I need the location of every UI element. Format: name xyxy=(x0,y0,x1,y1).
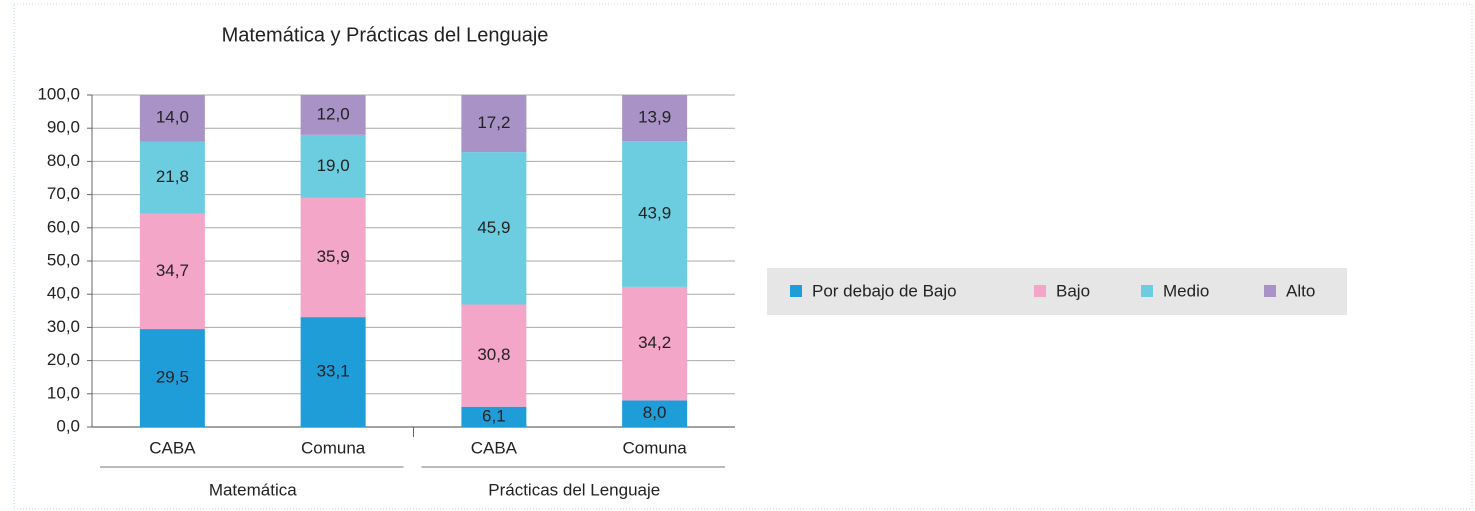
frame xyxy=(13,3,1473,510)
bar-segment xyxy=(139,95,205,142)
data-label: 19,0 xyxy=(317,156,350,175)
y-tick-label: 10,0 xyxy=(47,383,80,402)
data-label: 33,1 xyxy=(317,362,350,381)
y-tick-label: 80,0 xyxy=(47,151,80,170)
legend-label: Medio xyxy=(1163,281,1209,300)
y-tick-label: 40,0 xyxy=(47,284,80,303)
bar-segment xyxy=(461,406,527,427)
bar-segment xyxy=(139,329,205,427)
bar-segment xyxy=(461,304,527,407)
y-tick-label: 30,0 xyxy=(47,317,80,336)
x-tick-label: Comuna xyxy=(301,438,366,457)
legend-label: Bajo xyxy=(1056,281,1090,300)
data-label: 8,0 xyxy=(643,403,667,422)
x-tick-label: CABA xyxy=(149,438,196,457)
data-label: 12,0 xyxy=(317,104,350,123)
y-tick-label: 0,0 xyxy=(56,416,80,435)
bar-segment xyxy=(622,286,688,401)
y-tick-label: 60,0 xyxy=(47,217,80,236)
y-tick-label: 20,0 xyxy=(47,350,80,369)
data-label: 43,9 xyxy=(638,204,671,223)
data-label: 13,9 xyxy=(638,108,671,127)
data-label: 35,9 xyxy=(317,247,350,266)
data-label: 30,8 xyxy=(477,345,510,364)
data-label: 14,0 xyxy=(156,108,189,127)
data-label: 21,8 xyxy=(156,167,189,186)
data-label: 17,2 xyxy=(477,113,510,132)
bar-segment xyxy=(300,134,366,198)
data-label: 6,1 xyxy=(482,406,506,425)
group-label: Prácticas del Lenguaje xyxy=(488,480,660,499)
bar-segment xyxy=(300,95,366,135)
legend-swatch xyxy=(1141,285,1153,297)
legend-swatch xyxy=(1264,285,1276,297)
group-label: Matemática xyxy=(209,480,297,499)
legend-box xyxy=(767,268,1347,315)
y-tick-label: 100,0 xyxy=(37,84,80,103)
bar-segment xyxy=(300,197,366,318)
y-tick-label: 90,0 xyxy=(47,118,80,137)
data-label: 34,7 xyxy=(156,261,189,280)
bar-segment xyxy=(622,141,688,287)
y-tick-label: 70,0 xyxy=(47,184,80,203)
x-tick-label: CABA xyxy=(471,438,518,457)
bar-segment xyxy=(622,400,688,427)
bar-segment xyxy=(139,141,205,214)
data-label: 29,5 xyxy=(156,368,189,387)
bar-segment xyxy=(139,213,205,330)
bar-segment xyxy=(622,95,688,142)
legend-label: Alto xyxy=(1286,281,1315,300)
chart-title: Matemática y Prácticas del Lenguaje xyxy=(222,24,549,46)
legend-label: Por debajo de Bajo xyxy=(812,281,957,300)
bar-segment xyxy=(300,317,366,427)
bar-segment xyxy=(461,95,527,153)
y-tick-label: 50,0 xyxy=(47,250,80,269)
bar-segment xyxy=(461,152,527,305)
legend-swatch xyxy=(790,285,802,297)
legend-swatch xyxy=(1034,285,1046,297)
x-tick-label: Comuna xyxy=(622,438,687,457)
data-label: 34,2 xyxy=(638,333,671,352)
data-label: 45,9 xyxy=(477,218,510,237)
